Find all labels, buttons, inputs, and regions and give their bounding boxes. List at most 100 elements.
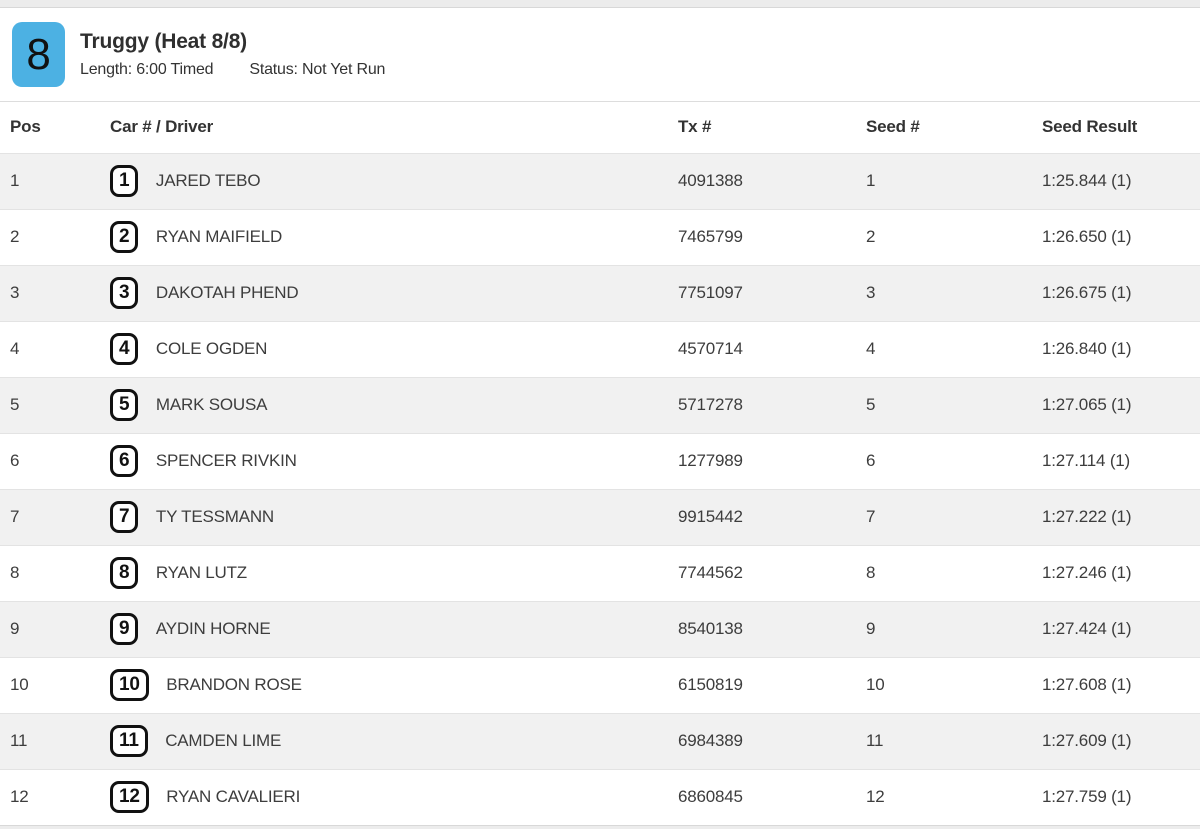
driver-name: DAKOTAH PHEND [155,283,299,302]
car-number-badge: 12 [110,781,149,813]
tx-cell: 4091388 [678,152,866,209]
heat-length-text: Length: 6:00 Timed [80,61,214,78]
car-number-badge: 2 [110,221,139,253]
table-row[interactable]: 10 10 BRANDON ROSE 6150819 10 1:27.608 (… [0,656,1200,713]
seed-cell: 3 [866,264,1042,321]
table-row[interactable]: 7 7 TY TESSMANN 9915442 7 1:27.222 (1) [0,488,1200,545]
seed-result-cell: 1:27.246 (1) [1042,544,1200,601]
driver-cell: 2 RYAN MAIFIELD [110,208,678,265]
seed-result-cell: 1:27.065 (1) [1042,376,1200,433]
pos-cell: 7 [0,488,110,545]
heat-header-text: Truggy (Heat 8/8) Length: 6:00 Timed Sta… [80,30,385,79]
table-row[interactable]: 2 2 RYAN MAIFIELD 7465799 2 1:26.650 (1) [0,208,1200,265]
driver-cell: 12 RYAN CAVALIERI [110,768,678,826]
driver-cell: 8 RYAN LUTZ [110,544,678,601]
seed-cell: 5 [866,376,1042,433]
tx-cell: 1277989 [678,432,866,489]
seed-result-cell: 1:27.609 (1) [1042,712,1200,769]
col-header-seed: Seed # [866,102,1042,153]
driver-cell: 4 COLE OGDEN [110,320,678,377]
heat-table-header: Pos Car # / Driver Tx # Seed # Seed Resu… [0,102,1200,153]
seed-result-cell: 1:26.675 (1) [1042,264,1200,321]
car-number-badge: 8 [110,557,139,589]
heat-number-badge: 8 [12,22,65,87]
driver-name: MARK SOUSA [155,395,268,414]
driver-name: SPENCER RIVKIN [155,451,297,470]
seed-result-cell: 1:27.114 (1) [1042,432,1200,489]
pos-cell: 9 [0,600,110,657]
car-number-badge: 1 [110,165,139,197]
seed-result-cell: 1:27.608 (1) [1042,656,1200,713]
seed-result-cell: 1:27.222 (1) [1042,488,1200,545]
tx-cell: 9915442 [678,488,866,545]
driver-cell: 3 DAKOTAH PHEND [110,264,678,321]
seed-cell: 1 [866,152,1042,209]
tx-cell: 5717278 [678,376,866,433]
car-number-badge: 5 [110,389,139,421]
heat-status-text: Status: Not Yet Run [249,61,386,78]
seed-result-cell: 1:26.650 (1) [1042,208,1200,265]
driver-name: JARED TEBO [155,171,261,190]
seed-cell: 10 [866,656,1042,713]
col-header-pos: Pos [0,102,110,153]
table-row[interactable]: 8 8 RYAN LUTZ 7744562 8 1:27.246 (1) [0,544,1200,601]
driver-name: AYDIN HORNE [155,619,271,638]
driver-cell: 6 SPENCER RIVKIN [110,432,678,489]
seed-cell: 12 [866,768,1042,826]
driver-cell: 11 CAMDEN LIME [110,712,678,769]
pos-cell: 8 [0,544,110,601]
car-number-badge: 3 [110,277,139,309]
pos-cell: 2 [0,208,110,265]
seed-cell: 8 [866,544,1042,601]
heat-table-body: 1 1 JARED TEBO 4091388 1 1:25.844 (1) 2 … [0,152,1200,826]
car-number-badge: 4 [110,333,139,365]
tx-cell: 6150819 [678,656,866,713]
pos-cell: 3 [0,264,110,321]
table-row[interactable]: 11 11 CAMDEN LIME 6984389 11 1:27.609 (1… [0,712,1200,769]
driver-name: TY TESSMANN [155,507,274,526]
pos-cell: 6 [0,432,110,489]
seed-cell: 4 [866,320,1042,377]
seed-result-cell: 1:27.759 (1) [1042,768,1200,826]
driver-name: RYAN CAVALIERI [166,787,301,806]
heat-sheet-card: 8 Truggy (Heat 8/8) Length: 6:00 Timed S… [0,7,1200,826]
tx-cell: 7751097 [678,264,866,321]
tx-cell: 6860845 [678,768,866,826]
tx-cell: 4570714 [678,320,866,377]
seed-cell: 7 [866,488,1042,545]
car-number-badge: 10 [110,669,149,701]
driver-name: RYAN MAIFIELD [155,227,283,246]
col-header-seed-result: Seed Result [1042,102,1200,153]
driver-cell: 9 AYDIN HORNE [110,600,678,657]
heat-title: Truggy (Heat 8/8) [80,30,247,53]
pos-cell: 1 [0,152,110,209]
seed-cell: 9 [866,600,1042,657]
driver-cell: 7 TY TESSMANN [110,488,678,545]
pos-cell: 10 [0,656,110,713]
heat-subtitle: Length: 6:00 Timed Status: Not Yet Run [80,61,385,79]
seed-result-cell: 1:26.840 (1) [1042,320,1200,377]
table-row[interactable]: 5 5 MARK SOUSA 5717278 5 1:27.065 (1) [0,376,1200,433]
table-row[interactable]: 9 9 AYDIN HORNE 8540138 9 1:27.424 (1) [0,600,1200,657]
pos-cell: 11 [0,712,110,769]
seed-cell: 11 [866,712,1042,769]
driver-name: RYAN LUTZ [155,563,247,582]
col-header-car-driver: Car # / Driver [110,102,678,153]
pos-cell: 12 [0,768,110,826]
car-number-badge: 9 [110,613,139,645]
seed-result-cell: 1:25.844 (1) [1042,152,1200,209]
table-row[interactable]: 3 3 DAKOTAH PHEND 7751097 3 1:26.675 (1) [0,264,1200,321]
heat-header: 8 Truggy (Heat 8/8) Length: 6:00 Timed S… [0,8,1200,102]
col-header-tx: Tx # [678,102,866,153]
driver-cell: 5 MARK SOUSA [110,376,678,433]
driver-cell: 10 BRANDON ROSE [110,656,678,713]
driver-cell: 1 JARED TEBO [110,152,678,209]
driver-name: COLE OGDEN [155,339,268,358]
table-row[interactable]: 6 6 SPENCER RIVKIN 1277989 6 1:27.114 (1… [0,432,1200,489]
tx-cell: 8540138 [678,600,866,657]
driver-name: BRANDON ROSE [166,675,302,694]
table-row[interactable]: 1 1 JARED TEBO 4091388 1 1:25.844 (1) [0,152,1200,209]
table-row[interactable]: 4 4 COLE OGDEN 4570714 4 1:26.840 (1) [0,320,1200,377]
table-row[interactable]: 12 12 RYAN CAVALIERI 6860845 12 1:27.759… [0,768,1200,826]
tx-cell: 7465799 [678,208,866,265]
